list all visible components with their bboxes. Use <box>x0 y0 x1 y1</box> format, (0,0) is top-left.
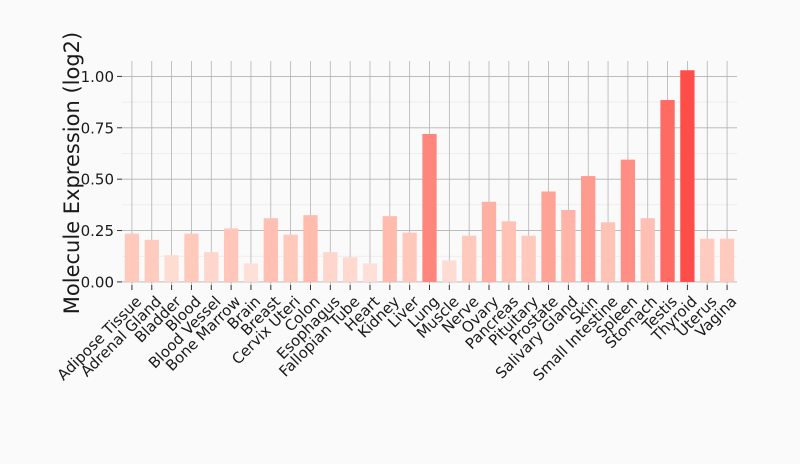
bars <box>124 70 735 282</box>
bar <box>521 235 536 282</box>
bar <box>541 191 556 282</box>
bar <box>640 218 655 282</box>
bar <box>323 252 338 282</box>
y-tick-label: 0.50 <box>81 171 114 189</box>
bar <box>204 252 219 282</box>
bar <box>243 263 259 282</box>
bar <box>620 159 636 282</box>
bar <box>343 257 358 282</box>
y-tick-label: 1.00 <box>81 68 114 86</box>
y-axis-ticks: 0.00 0.25 0.50 0.75 1.00 <box>81 68 122 291</box>
bar <box>422 133 437 282</box>
bar <box>303 215 318 282</box>
bar <box>402 232 417 282</box>
bar <box>481 201 497 282</box>
bar <box>362 263 378 282</box>
bar <box>581 176 596 282</box>
y-tick-label: 0.25 <box>81 222 114 240</box>
bar <box>561 209 576 282</box>
bar <box>124 233 140 282</box>
bar <box>164 255 179 282</box>
bar <box>223 228 239 282</box>
bar <box>442 260 457 282</box>
y-tick-label: 0.75 <box>81 119 114 137</box>
bar <box>680 70 695 282</box>
bar <box>382 216 397 282</box>
bar <box>501 221 516 282</box>
bar <box>144 239 159 282</box>
bar <box>600 222 616 282</box>
bar <box>184 233 199 282</box>
bar <box>283 234 298 282</box>
y-tick-label: 0.00 <box>81 273 114 291</box>
bar <box>660 100 675 282</box>
y-axis-title: Molecule Expression (log2) <box>60 32 84 314</box>
bar <box>263 218 278 282</box>
bar <box>462 235 477 282</box>
bar <box>700 238 715 282</box>
bar <box>719 238 735 282</box>
